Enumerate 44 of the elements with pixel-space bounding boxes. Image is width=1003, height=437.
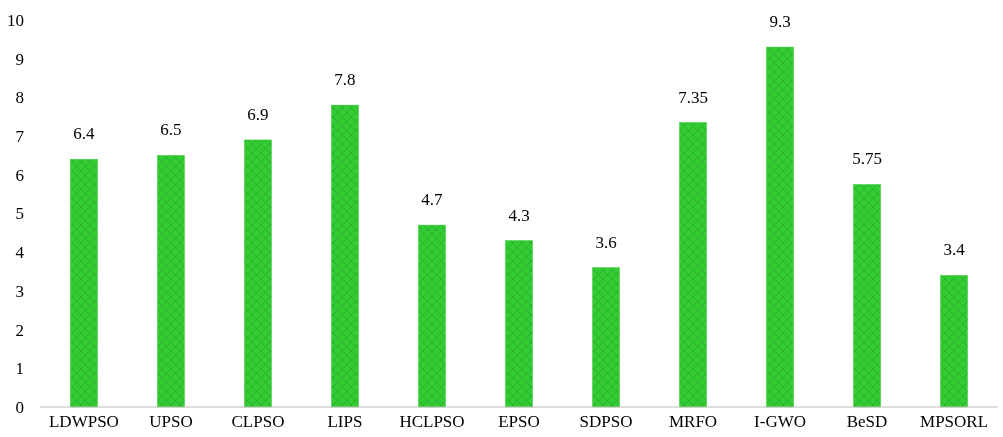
x-tick-label: LIPS [327, 412, 363, 431]
data-label: 6.9 [247, 104, 269, 124]
bar [940, 275, 968, 408]
y-tick-label: 10 [7, 10, 24, 30]
bar [505, 240, 533, 408]
y-tick-label: 2 [15, 320, 24, 340]
data-label: 3.4 [943, 240, 966, 260]
data-label: 6.4 [73, 124, 96, 144]
bar [70, 159, 98, 408]
x-tick-label: CLPSO [231, 412, 285, 431]
data-label: 6.5 [160, 120, 182, 140]
bar [766, 46, 794, 408]
x-tick-label: HCLPSO [399, 412, 465, 431]
x-tick-label: MRFO [668, 412, 718, 431]
bar [418, 224, 446, 408]
bar [244, 139, 272, 408]
y-tick-label: 8 [15, 88, 24, 108]
y-tick-label: 1 [15, 359, 24, 379]
x-tick-label: UPSO [149, 412, 193, 431]
data-label: 5.75 [852, 149, 882, 169]
y-tick-label: 3 [15, 281, 24, 301]
bar [853, 184, 881, 408]
data-label: 9.3 [769, 12, 791, 32]
data-label: 4.7 [421, 190, 444, 210]
data-label: 3.6 [595, 232, 617, 252]
y-tick-label: 4 [15, 243, 25, 263]
x-tick-label: SDPSO [579, 412, 633, 431]
x-tick-label: MPSORL [920, 412, 989, 431]
y-tick-label: 5 [15, 204, 24, 224]
data-label: 7.35 [678, 87, 708, 107]
x-tick-label: BeSD [846, 412, 888, 431]
x-tick-label: LDWPSO [48, 412, 119, 431]
data-label: 7.8 [334, 70, 356, 90]
bar [679, 122, 707, 408]
bar [331, 104, 359, 408]
bar [592, 267, 620, 408]
x-tick-label: EPSO [498, 412, 540, 431]
y-tick-label: 7 [15, 127, 25, 147]
y-tick-label: 9 [15, 49, 24, 69]
y-tick-label: 0 [15, 397, 24, 417]
bar [157, 155, 185, 408]
data-label: 4.3 [508, 205, 530, 225]
y-tick-label: 6 [15, 165, 24, 185]
x-tick-label: I-GWO [754, 412, 806, 431]
